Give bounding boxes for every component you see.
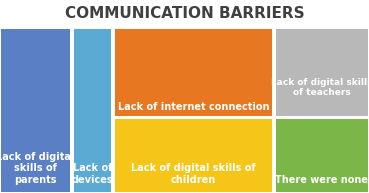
Text: Lack of digital skills of
children: Lack of digital skills of children — [131, 163, 256, 185]
Text: COMMUNICATION BARRIERS: COMMUNICATION BARRIERS — [65, 7, 304, 21]
Bar — [115, 119, 272, 192]
Text: Lack of digital skills
of teachers: Lack of digital skills of teachers — [271, 78, 369, 97]
Text: Lack of
devices: Lack of devices — [72, 163, 113, 185]
Bar — [74, 29, 111, 192]
Bar — [276, 119, 368, 192]
Bar — [115, 29, 272, 116]
Bar — [276, 29, 368, 116]
Bar — [1, 29, 70, 192]
Text: Lack of internet connection: Lack of internet connection — [118, 102, 269, 112]
Text: Lack of digital
skills of
parents: Lack of digital skills of parents — [0, 152, 75, 185]
Text: There were none: There were none — [275, 175, 368, 185]
